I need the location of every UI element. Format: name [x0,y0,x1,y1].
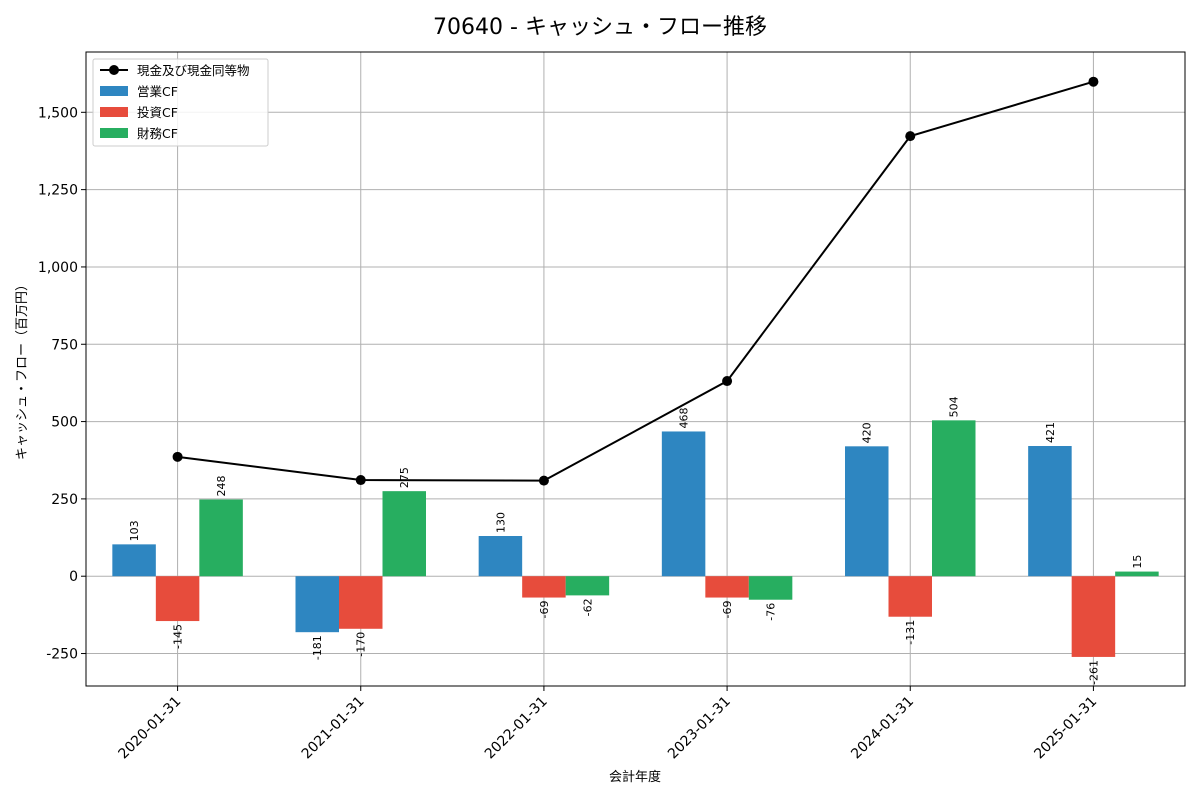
bar [888,576,932,617]
cash-line-point [355,475,366,486]
cash-line-series [172,76,1099,486]
y-tick-label: 0 [69,569,78,585]
y-axis: -250 0 250 500 750 1,000 1,250 1,500 [38,105,86,663]
bar-value-label: -76 [765,603,778,621]
cash-line-point [722,376,733,387]
bar-series [112,420,1159,657]
bar [339,576,383,629]
cash-line-point [1088,76,1099,87]
bar [199,499,243,577]
legend-label: 財務CF [137,126,178,141]
plot-area-frame [85,51,1186,687]
bar-value-label: 275 [398,467,411,488]
legend-label: 現金及び現金同等物 [137,63,250,78]
bar-value-label: -131 [904,620,917,645]
bar-value-label: 421 [1044,422,1057,443]
bar-value-label: -261 [1087,660,1100,685]
bar-value-label: -69 [721,601,734,619]
cash-line-point [905,131,916,142]
bar-value-label: 420 [861,422,874,443]
bar [382,491,426,577]
chart-title: 70640 - キャッシュ・フロー推移 [433,15,767,40]
bar [845,446,889,577]
bar [522,576,566,598]
bar [112,544,156,577]
y-tick-label: 1,250 [38,183,78,199]
bar-value-labels: 103 -181 130 468 420 421 -145 -170 -69 -69 -131 -26… [128,396,1144,685]
y-tick-label: 1,500 [38,105,78,121]
bar [1115,571,1159,577]
bar [748,576,793,600]
legend-bar-swatch [100,107,128,117]
legend-label: 投資CF [137,105,178,120]
bar [1028,446,1072,577]
bar [1071,576,1116,657]
y-tick-label: 1,000 [38,260,78,276]
bar [932,420,976,577]
bar-value-label: 103 [128,520,141,541]
bar [295,576,339,633]
bar-value-label: 15 [1131,555,1144,569]
bar-value-label: 504 [948,396,961,417]
bar-value-label: -181 [311,635,324,660]
bar [705,576,749,598]
y-tick-label: -250 [46,647,78,663]
legend-marker-swatch [109,65,119,75]
y-axis-label: キャッシュ・フロー（百万円） [15,278,30,460]
bar [478,536,523,577]
bar [661,431,706,577]
bar [155,576,200,622]
bar-value-label: -170 [355,632,368,657]
y-tick-label: 500 [51,415,78,431]
legend-bar-swatch [100,128,128,138]
legend-label: 営業CF [137,84,178,99]
bar-value-label: -145 [172,624,185,649]
bar-value-label: -62 [581,598,594,616]
x-axis-label: 会計年度 [609,769,661,785]
legend-bar-swatch [100,86,128,96]
bar-value-label: 248 [215,476,228,497]
legend-box [92,58,269,147]
cash-line [177,80,1094,482]
cash-line-point [172,451,183,462]
bar-value-label: 130 [494,512,507,533]
y-tick-label: 750 [51,337,78,353]
bar [565,576,610,596]
bar-value-label: 468 [678,407,691,428]
cash-line-point [538,475,549,486]
bar-value-label: -69 [538,601,551,619]
y-tick-label: 250 [51,492,78,508]
